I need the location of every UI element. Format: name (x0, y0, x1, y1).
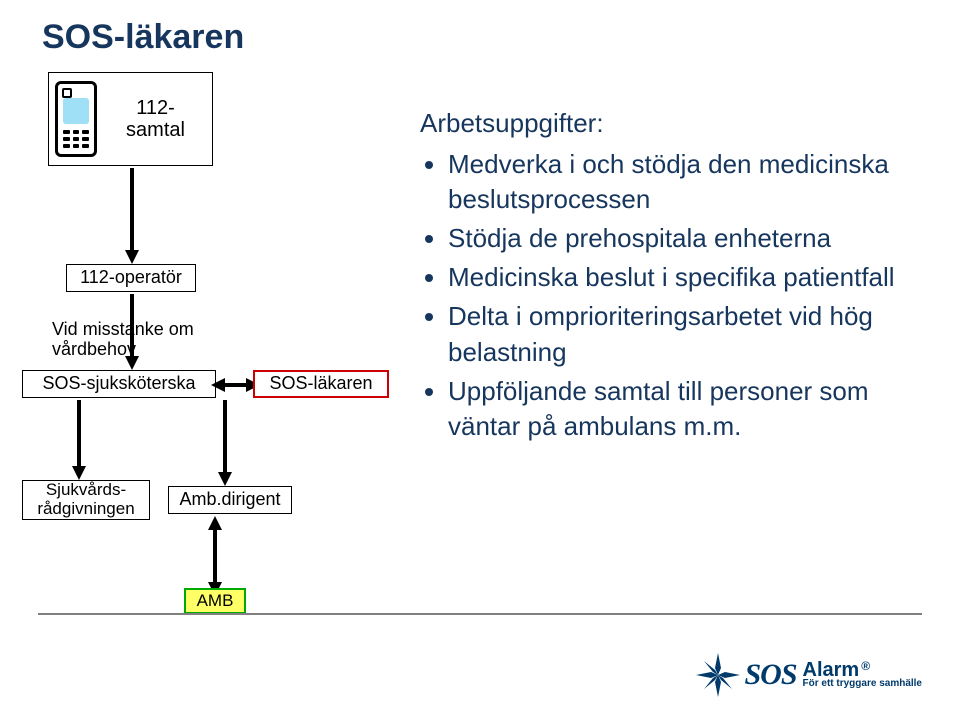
node-label: SOS-sjuksköterska (23, 374, 215, 394)
bullet-list: Medverka i och stödja den medicinska bes… (420, 147, 930, 444)
text-line: Vid misstanke om (52, 319, 194, 339)
bullet-item: Delta i omprioriteringsarbetet vid hög b… (448, 299, 930, 369)
node-advice: Sjukvårds- rådgivningen (22, 480, 150, 520)
node-label: samtal (126, 119, 185, 141)
node-amb-dirigent: Amb.dirigent (168, 486, 292, 514)
slide: SOS-läkaren 112- samtal 112-operatör (0, 0, 960, 711)
node-sos-doctor: SOS-läkaren (253, 370, 389, 398)
page-title: SOS-läkaren (42, 18, 244, 57)
flow-diagram: 112- samtal 112-operatör Vid misstanke o… (8, 72, 408, 602)
node-label: SOS-läkaren (255, 374, 387, 394)
node-amb: AMB (184, 588, 246, 614)
node-label: 112- (136, 97, 175, 119)
node-112-samtal: 112- samtal (48, 72, 213, 166)
sos-alarm-logo: SOS Alarm® För ett tryggare samhälle (696, 653, 922, 697)
compass-icon (696, 653, 740, 697)
bullet-item: Stödja de prehospitala enheterna (448, 221, 930, 256)
node-label: Amb.dirigent (169, 490, 291, 510)
node-label: rådgivningen (23, 500, 149, 519)
content-block: Arbetsuppgifter: Medverka i och stödja d… (420, 106, 930, 448)
bullet-item: Medicinska beslut i specifika patientfal… (448, 260, 930, 295)
logo-tagline: För ett tryggare samhälle (803, 679, 922, 689)
bullet-item: Uppföljande samtal till personer som vän… (448, 374, 930, 444)
registered-icon: ® (861, 659, 870, 673)
footer-rule (38, 613, 922, 615)
node-112-operator: 112-operatör (66, 264, 196, 292)
text-line: vårdbehov (52, 339, 136, 359)
phone-icon (55, 81, 97, 157)
logo-sos: SOS (744, 658, 796, 692)
node-suspicion-text: Vid misstanke om vårdbehov (52, 320, 232, 360)
node-label: Sjukvårds- (23, 481, 149, 500)
node-label: AMB (186, 592, 244, 611)
content-heading: Arbetsuppgifter: (420, 106, 930, 141)
bullet-item: Medverka i och stödja den medicinska bes… (448, 147, 930, 217)
node-label: 112-operatör (67, 268, 195, 288)
node-sos-nurse: SOS-sjuksköterska (22, 370, 216, 398)
